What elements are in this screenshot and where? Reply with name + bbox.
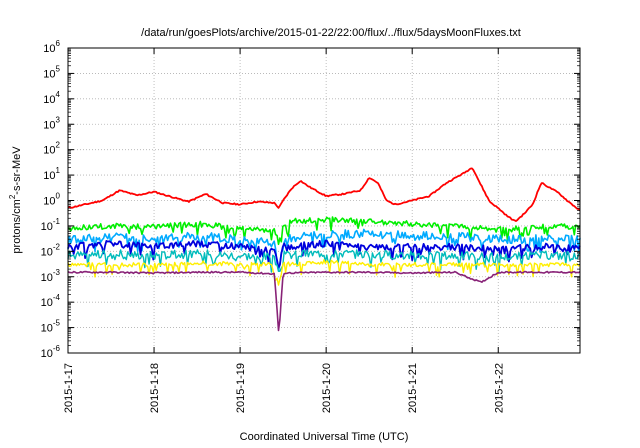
y-tick-label-exponent: 1 [56, 166, 61, 175]
y-tick-label-base: 10 [41, 272, 53, 284]
y-tick-label-exponent: -4 [53, 293, 61, 302]
y-axis-label: protons/cm2-s-sr-MeV [8, 146, 23, 254]
series-line [67, 167, 581, 223]
y-tick-label: 106 [43, 39, 60, 55]
y-tick-label-exponent: 0 [56, 192, 61, 201]
y-tick-label: 104 [43, 90, 60, 106]
y-tick-label-exponent: -1 [53, 217, 61, 226]
series-line [67, 249, 581, 273]
x-tick-label: 2015-1-17 [63, 363, 75, 413]
y-tick-label-exponent: 4 [56, 90, 61, 99]
y-tick-label: 103 [43, 115, 60, 131]
y-tick-label: 10-3 [41, 268, 61, 284]
y-axis-label-part-1: protons/cm [11, 199, 23, 253]
x-axis-label: Coordinated Universal Time (UTC) [240, 431, 409, 443]
y-tick-label: 10-6 [41, 344, 61, 360]
y-tick-label-base: 10 [43, 196, 55, 208]
y-tick-label: 10-1 [41, 217, 61, 233]
y-tick-label-base: 10 [43, 68, 55, 80]
y-tick-label-exponent: 5 [56, 64, 61, 73]
y-tick-label-exponent: 2 [56, 141, 61, 150]
series-line [67, 270, 581, 332]
y-tick-label-exponent: -5 [53, 319, 61, 328]
x-tick-label: 2015-1-21 [407, 363, 419, 413]
y-tick-label: 101 [43, 166, 60, 182]
x-tick-label: 2015-1-19 [235, 363, 247, 413]
y-tick-label-exponent: 6 [56, 39, 61, 48]
x-tick-label: 2015-1-20 [321, 363, 333, 413]
y-tick-label-base: 10 [41, 297, 53, 309]
y-tick-label-exponent: -6 [53, 344, 61, 353]
y-tick-label-base: 10 [41, 323, 53, 335]
x-tick-label: 2015-1-22 [493, 363, 505, 413]
y-tick-label: 10-5 [41, 319, 61, 335]
y-axis-ticks: 10610510410310210110010-110-210-310-410-… [41, 39, 580, 360]
y-tick-label-exponent: -3 [53, 268, 61, 277]
y-tick-label-base: 10 [43, 94, 55, 106]
y-tick-label: 10-2 [41, 242, 61, 258]
y-tick-label-base: 10 [43, 170, 55, 182]
chart-title: /data/run/goesPlots/archive/2015-01-22/2… [141, 27, 521, 39]
y-tick-label-base: 10 [43, 43, 55, 55]
series-line [67, 216, 581, 246]
y-tick-label-base: 10 [43, 145, 55, 157]
y-tick-label-base: 10 [41, 348, 53, 360]
x-tick-label: 2015-1-18 [149, 363, 161, 413]
grid [68, 48, 580, 353]
y-tick-label: 105 [43, 64, 60, 80]
y-axis-label-part-2: -s-sr-MeV [11, 146, 23, 195]
x-axis-ticks: 2015-1-17 2015-1-18 2015-1-19 2015-1-20 2015… [63, 48, 581, 413]
y-tick-label-base: 10 [41, 246, 53, 258]
y-tick-label-base: 10 [41, 221, 53, 233]
series-line [67, 228, 581, 272]
y-tick-label: 100 [43, 192, 60, 208]
y-tick-label-base: 10 [43, 119, 55, 131]
series-line [67, 259, 581, 286]
y-tick-label-exponent: -2 [53, 242, 61, 251]
series-layer [67, 167, 581, 332]
y-tick-label: 102 [43, 141, 60, 157]
y-axis-label-superscript: 2 [8, 194, 17, 199]
series-line [67, 239, 581, 269]
y-tick-label-exponent: 3 [56, 115, 61, 124]
y-tick-label: 10-4 [41, 293, 61, 309]
